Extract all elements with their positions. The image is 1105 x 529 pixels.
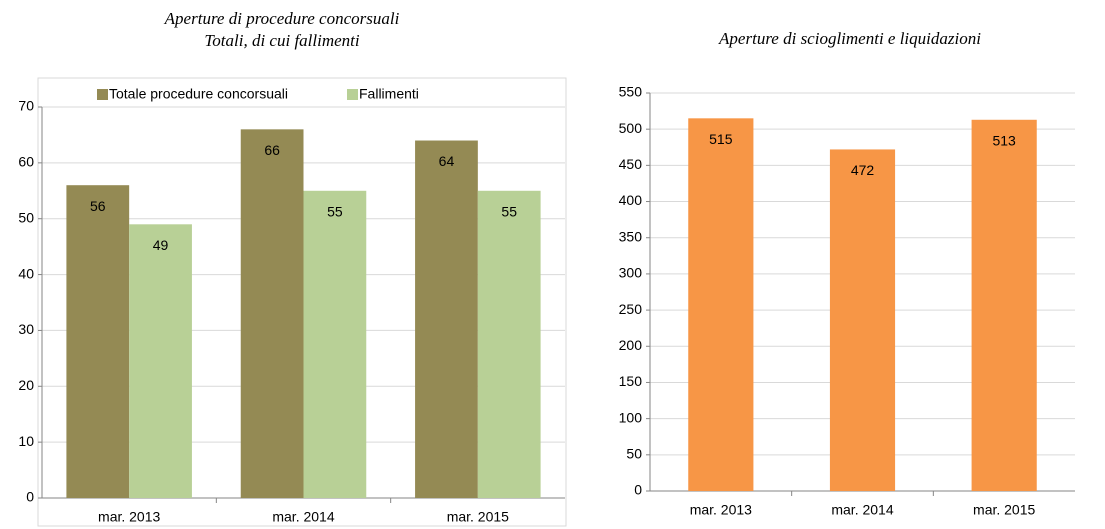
bar <box>129 224 192 499</box>
bar <box>240 129 304 499</box>
x-tick-label: mar. 2013 <box>98 509 160 525</box>
data-label: 66 <box>264 142 280 158</box>
chart-subtitle: Totali, di cui fallimenti <box>204 31 359 50</box>
bar <box>477 190 541 499</box>
y-tick-label: 70 <box>18 98 34 114</box>
bar <box>415 140 478 498</box>
y-tick-label: 500 <box>619 120 643 136</box>
y-tick-label: 50 <box>18 209 34 225</box>
chart-title: Aperture di scioglimenti e liquidazioni <box>718 29 981 48</box>
chart-title: Aperture di procedure concorsuali <box>164 9 400 28</box>
data-label: 64 <box>439 153 455 169</box>
y-tick-label: 400 <box>619 192 643 208</box>
data-label: 513 <box>992 132 1016 148</box>
y-tick-label: 300 <box>619 265 643 281</box>
bar <box>66 185 130 498</box>
y-tick-label: 550 <box>619 84 643 100</box>
x-tick-label: mar. 2014 <box>272 509 334 525</box>
data-label: 56 <box>90 198 106 214</box>
legend-label: Totale procedure concorsuali <box>109 86 288 102</box>
x-tick-label: mar. 2013 <box>690 502 752 518</box>
legend-label: Fallimenti <box>359 86 419 102</box>
bar <box>688 118 754 491</box>
x-tick-label: mar. 2015 <box>447 509 509 525</box>
x-tick-label: mar. 2015 <box>973 502 1035 518</box>
y-tick-label: 40 <box>18 265 34 281</box>
bar <box>971 119 1037 492</box>
data-label: 55 <box>327 203 343 219</box>
y-tick-label: 350 <box>619 228 643 244</box>
data-label: 472 <box>851 162 875 178</box>
y-tick-label: 0 <box>634 482 642 498</box>
y-tick-label: 20 <box>18 377 34 393</box>
bar <box>303 190 367 499</box>
bar <box>829 149 896 491</box>
y-tick-label: 200 <box>619 337 643 353</box>
data-label: 49 <box>153 237 169 253</box>
y-tick-label: 30 <box>18 321 34 337</box>
data-label: 515 <box>709 131 733 147</box>
y-tick-label: 450 <box>619 156 643 172</box>
data-label: 55 <box>501 203 517 219</box>
y-tick-label: 50 <box>626 446 642 462</box>
legend-swatch <box>347 89 358 100</box>
chart-frame <box>37 77 567 527</box>
y-tick-label: 100 <box>619 409 643 425</box>
y-tick-label: 150 <box>619 373 643 389</box>
legend-swatch <box>97 89 108 100</box>
y-tick-label: 10 <box>18 433 34 449</box>
y-tick-label: 0 <box>26 489 34 505</box>
x-tick-label: mar. 2014 <box>831 502 893 518</box>
y-tick-label: 250 <box>619 301 643 317</box>
y-tick-label: 60 <box>18 154 34 170</box>
